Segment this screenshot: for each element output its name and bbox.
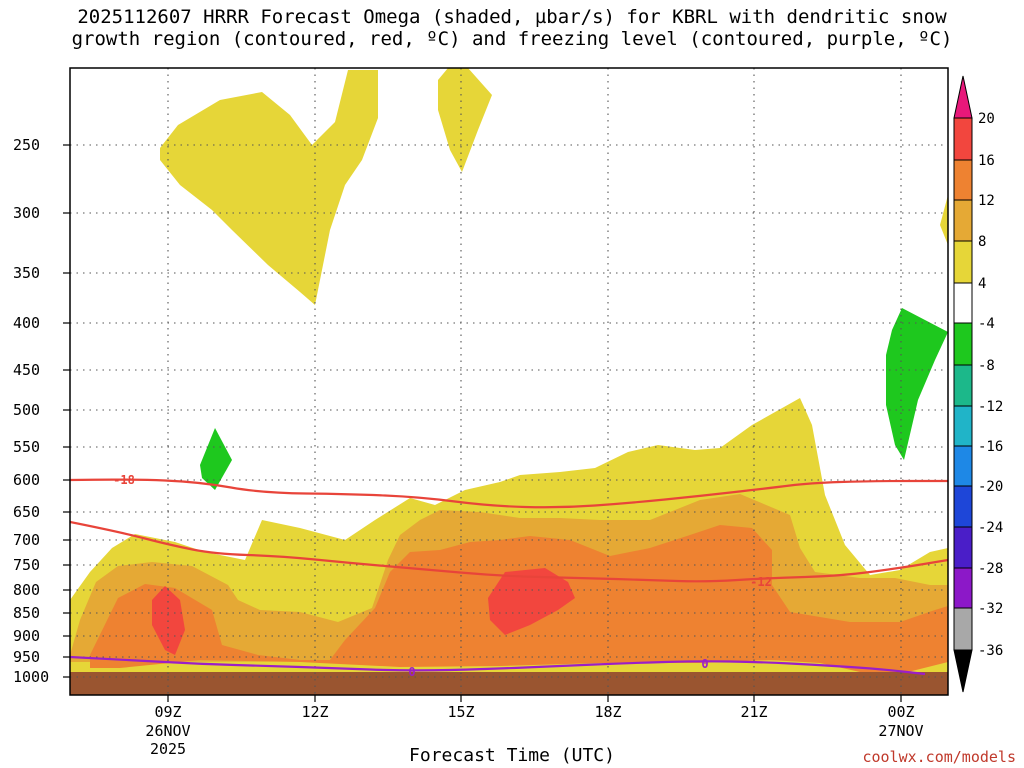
colorbar-bin-4 (953, 282, 973, 324)
colorbar-label--20: -20 (978, 479, 1003, 495)
contour-label-3: 0 (701, 657, 708, 671)
x-tick-label-09Z: 09Z (154, 703, 181, 721)
x-tick-label-12Z: 12Z (301, 703, 328, 721)
contour-label-1: -12 (750, 575, 772, 589)
colorbar-bin-8 (953, 445, 973, 487)
colorbar-label-16: 16 (978, 153, 995, 169)
colorbar-bin-12 (953, 607, 973, 651)
contour-line-freezing-0 (70, 655, 926, 676)
x-tick-label-21Z: 21Z (740, 703, 767, 721)
x-tick-label-15Z: 15Z (447, 703, 474, 721)
y-tick-label-900: 900 (13, 627, 40, 645)
y-tick-label-400: 400 (13, 314, 40, 332)
colorbar-label--28: -28 (978, 561, 1003, 577)
colorbar-label--12: -12 (978, 399, 1003, 415)
omega-region-4-right-edge (940, 195, 948, 245)
colorbar-label-20: 20 (978, 111, 995, 127)
omega-region-4-upper-left (160, 70, 378, 305)
ground-below-surface (70, 672, 948, 695)
x-axis-label: Forecast Time (UTC) (409, 745, 615, 766)
colorbar-label--32: -32 (978, 601, 1003, 617)
colorbar-bin-2 (953, 199, 973, 242)
colorbar-label--16: -16 (978, 439, 1003, 455)
omega-region-4-upper-mid (438, 68, 492, 172)
y-tick-label-700: 700 (13, 531, 40, 549)
omega-region-neg8-left (200, 428, 232, 490)
chart-title-line-1: 2025112607 HRRR Forecast Omega (shaded, … (77, 6, 947, 28)
contour-label-2: 0 (408, 665, 415, 679)
x-tick-date-00Z: 27NOV (878, 722, 923, 740)
plot-area: -18 -12 0 0 (70, 68, 948, 695)
y-tick-label-1000: 1000 (13, 668, 49, 686)
plot-border (69, 67, 949, 696)
x-tick-label-18Z: 18Z (594, 703, 621, 721)
y-tick-label-550: 550 (13, 438, 40, 456)
colorbar-label--8: -8 (978, 358, 995, 374)
y-tick-label-800: 800 (13, 581, 40, 599)
colorbar-top-arrow (953, 75, 973, 119)
y-tick-label-250: 250 (13, 136, 40, 154)
x-tick-date-09Z: 26NOV (145, 722, 190, 740)
colorbar-label-4: 4 (978, 276, 986, 292)
chart-title: 2025112607 HRRR Forecast Omega (shaded, … (0, 6, 1024, 50)
y-tick-label-750: 750 (13, 556, 40, 574)
omega-region-16-center (488, 568, 575, 635)
colorbar-bin-0 (953, 117, 973, 161)
y-tick-label-500: 500 (13, 401, 40, 419)
colorbar-label--24: -24 (978, 520, 1003, 536)
credit-text: coolwx.com/models (862, 748, 1016, 766)
x-tick-label-00Z: 00Z (887, 703, 914, 721)
colorbar-bin-1 (953, 159, 973, 201)
colorbar-bin-10 (953, 526, 973, 569)
colorbar-bin-11 (953, 567, 973, 609)
colorbar-bin-3 (953, 240, 973, 284)
colorbar-label--4: -4 (978, 316, 995, 332)
y-tick-label-850: 850 (13, 604, 40, 622)
y-tick-label-450: 450 (13, 361, 40, 379)
y-tick-label-650: 650 (13, 503, 40, 521)
y-tick-label-950: 950 (13, 648, 40, 666)
y-tick-label-300: 300 (13, 204, 40, 222)
y-tick-label-350: 350 (13, 264, 40, 282)
colorbar-bin-9 (953, 485, 973, 528)
x-tick-year-09Z: 2025 (150, 740, 186, 758)
colorbar-bin-6 (953, 364, 973, 407)
colorbar-label--36: -36 (978, 643, 1003, 659)
colorbar-bin-5 (953, 322, 973, 366)
y-tick-label-600: 600 (13, 471, 40, 489)
colorbar-bottom-arrow (953, 649, 973, 693)
contour-label-0: -18 (113, 473, 135, 487)
contour-line-minus-12 (70, 520, 948, 583)
colorbar-label-12: 12 (978, 193, 995, 209)
colorbar-label-8: 8 (978, 234, 986, 250)
omega-region-neg8-right (886, 308, 948, 460)
contour-line-minus-18 (70, 478, 948, 509)
chart-title-line-2: growth region (contoured, red, ºC) and f… (71, 28, 953, 50)
colorbar-bin-7 (953, 405, 973, 447)
